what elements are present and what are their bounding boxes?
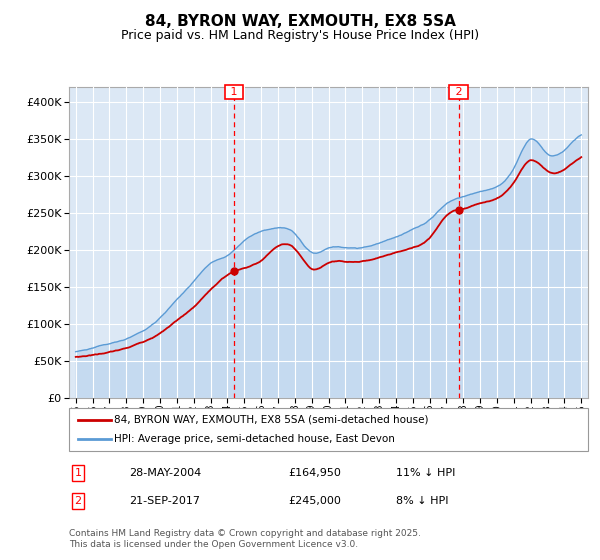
Text: £164,950: £164,950 — [288, 468, 341, 478]
Text: Price paid vs. HM Land Registry's House Price Index (HPI): Price paid vs. HM Land Registry's House … — [121, 29, 479, 42]
Text: HPI: Average price, semi-detached house, East Devon: HPI: Average price, semi-detached house,… — [114, 434, 395, 444]
Text: 84, BYRON WAY, EXMOUTH, EX8 5SA (semi-detached house): 84, BYRON WAY, EXMOUTH, EX8 5SA (semi-de… — [114, 415, 428, 424]
Text: 84, BYRON WAY, EXMOUTH, EX8 5SA: 84, BYRON WAY, EXMOUTH, EX8 5SA — [145, 14, 455, 29]
Text: 28-MAY-2004: 28-MAY-2004 — [129, 468, 201, 478]
Text: 1: 1 — [227, 87, 241, 97]
Text: 8% ↓ HPI: 8% ↓ HPI — [396, 496, 449, 506]
Text: 2: 2 — [452, 87, 466, 97]
Text: 1: 1 — [74, 468, 82, 478]
Text: 11% ↓ HPI: 11% ↓ HPI — [396, 468, 455, 478]
Text: Contains HM Land Registry data © Crown copyright and database right 2025.
This d: Contains HM Land Registry data © Crown c… — [69, 529, 421, 549]
Text: 21-SEP-2017: 21-SEP-2017 — [129, 496, 200, 506]
Text: 2: 2 — [74, 496, 82, 506]
Text: £245,000: £245,000 — [288, 496, 341, 506]
